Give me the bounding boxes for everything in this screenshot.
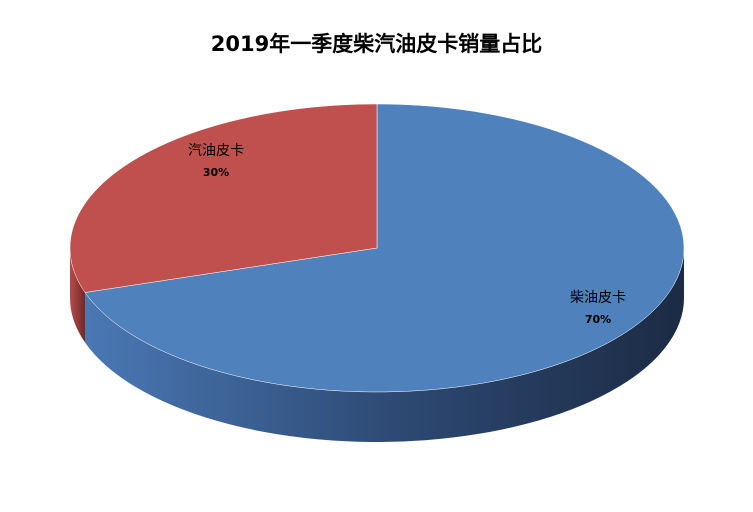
slice-value-label-1: 30%: [203, 166, 229, 179]
slice-label-1: 汽油皮卡: [188, 143, 244, 159]
pie-tops: [69, 103, 685, 393]
pie-slice-1: [69, 103, 378, 293]
slice-label-0: 柴油皮卡: [570, 290, 626, 306]
pie-slice-0: [84, 103, 685, 393]
slice-value-label-0: 70%: [585, 313, 611, 326]
pie-labels: 柴油皮卡 70% 汽油皮卡 30%: [188, 143, 626, 326]
pie-side-1: [70, 248, 86, 343]
pie-sides: [70, 248, 685, 442]
pie-side-0: [85, 248, 685, 442]
chart-title: 2019年一季度柴汽油皮卡销量占比: [210, 32, 543, 56]
